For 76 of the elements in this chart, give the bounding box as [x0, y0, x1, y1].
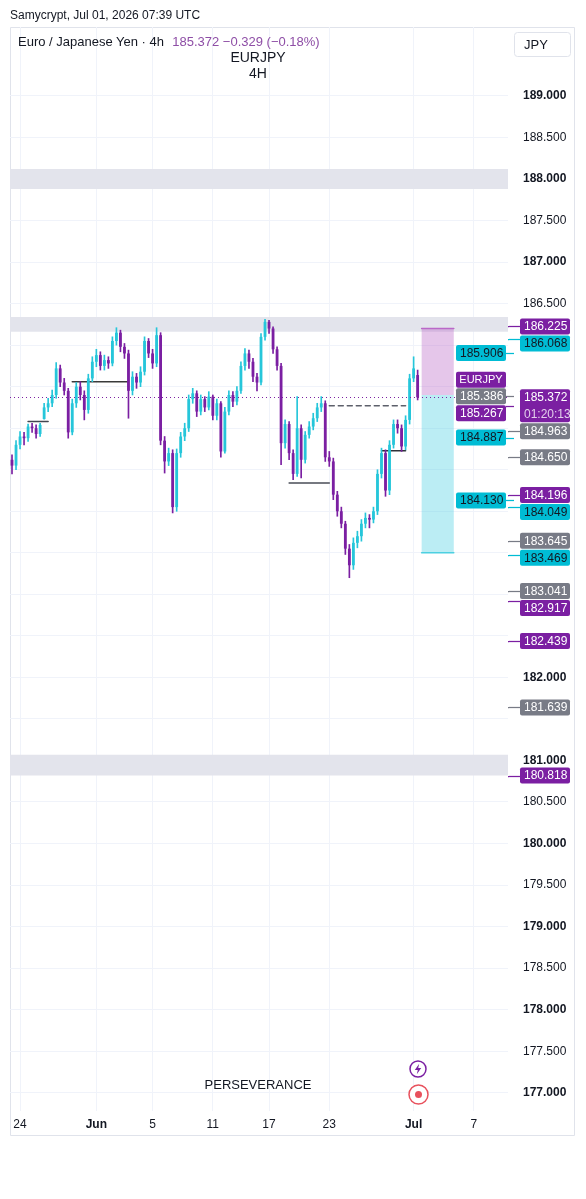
candlestick: [111, 336, 114, 367]
text: 185.372 −0.329 (−0.18%): [172, 33, 320, 49]
annotation: EURJPY: [459, 373, 504, 386]
y-tick-label: 188.500: [523, 129, 567, 144]
candlestick: [400, 424, 403, 452]
candlestick: [123, 343, 126, 359]
x-tick-label: Jun: [85, 1116, 108, 1131]
ref-line-label: 186.068: [524, 336, 568, 351]
candlestick: [404, 415, 407, 451]
ref-line-label: 184.049: [524, 504, 568, 519]
candlestick: [147, 338, 150, 358]
y-tick-label: 187.000: [523, 254, 567, 269]
y-tick-label: 177.500: [523, 1043, 567, 1058]
ref-line-label: 183.469: [524, 550, 568, 565]
x-tick-label: Jul: [404, 1116, 423, 1131]
ref-line-label: 181.639: [524, 700, 568, 715]
annotation: EURJPY 4H: [230, 48, 287, 81]
y-tick-label: 181.000: [523, 752, 567, 767]
candlestick: [119, 329, 122, 353]
ref-line-label: 182.917: [524, 600, 568, 615]
candlestick: [151, 348, 154, 369]
y-tick-label: 179.000: [523, 918, 567, 933]
y-axis-title: JPY: [524, 36, 549, 52]
candlestick: [392, 419, 395, 449]
candlestick: [388, 440, 391, 495]
candlestick: [155, 327, 158, 368]
ref-line-label: 184.887: [460, 430, 504, 445]
y-tick-label: 178.000: [523, 1001, 567, 1016]
y-tick-label: 179.500: [523, 877, 567, 892]
ref-line-label: 186.225: [524, 319, 568, 334]
y-tick-label: 189.000: [523, 88, 567, 103]
candlestick: [131, 371, 134, 396]
ref-line-label: 184.650: [524, 450, 568, 465]
ref-line-label: 184.130: [460, 493, 504, 508]
y-tick-label: 178.500: [523, 960, 567, 975]
candlestick: [364, 512, 367, 529]
x-tick-label: 5: [149, 1116, 157, 1131]
ref-line-label: 183.041: [524, 583, 568, 598]
ref-line-label: 185.386: [460, 388, 504, 403]
candlestick: [376, 469, 379, 515]
ref-line-label: 184.196: [524, 487, 568, 502]
candlestick: [408, 373, 412, 425]
ref-line-label: 180.818: [524, 768, 568, 783]
y-tick-label: 180.000: [523, 835, 567, 850]
x-tick-label: 23: [322, 1116, 337, 1131]
candlestick: [115, 327, 118, 346]
candlestick: [143, 336, 146, 376]
candlestick: [384, 449, 387, 497]
y-tick-label: 188.000: [523, 171, 567, 186]
y-tick-label: 180.500: [523, 794, 567, 809]
candlestick: [355, 530, 359, 549]
ref-line-label: 185.906: [460, 345, 504, 360]
x-tick-label: 17: [262, 1116, 277, 1131]
ref-line-label: 183.645: [524, 533, 568, 548]
candlestick: [139, 366, 142, 387]
candlestick: [360, 519, 363, 542]
candlestick: [372, 506, 375, 524]
y-tick-label: 187.500: [523, 212, 567, 227]
candlestick: [396, 419, 399, 434]
candlestick: [135, 373, 138, 389]
x-tick-label: 7: [470, 1116, 478, 1131]
ref-line-label: 182.439: [524, 633, 568, 648]
ref-line-label: 185.372 01:20:13: [524, 390, 572, 422]
candlestick: [380, 447, 383, 479]
x-tick-label: 11: [206, 1116, 220, 1131]
x-tick-label: 24: [13, 1116, 28, 1131]
y-tick-label: 177.000: [523, 1085, 567, 1100]
y-tick-label: 182.000: [523, 669, 567, 684]
annotation: PERSEVERANCE: [204, 1076, 312, 1092]
text: Samycrypt, Jul 01, 2026 07:39 UTC: [10, 8, 201, 22]
text: Euro / Japanese Yen · 4h: [18, 33, 165, 49]
y-tick-label: 186.500: [523, 295, 567, 310]
candlestick: [368, 514, 371, 529]
candlestick: [106, 356, 110, 369]
ref-line-label: 185.267: [460, 405, 504, 420]
ref-line-label: 184.963: [524, 424, 568, 439]
